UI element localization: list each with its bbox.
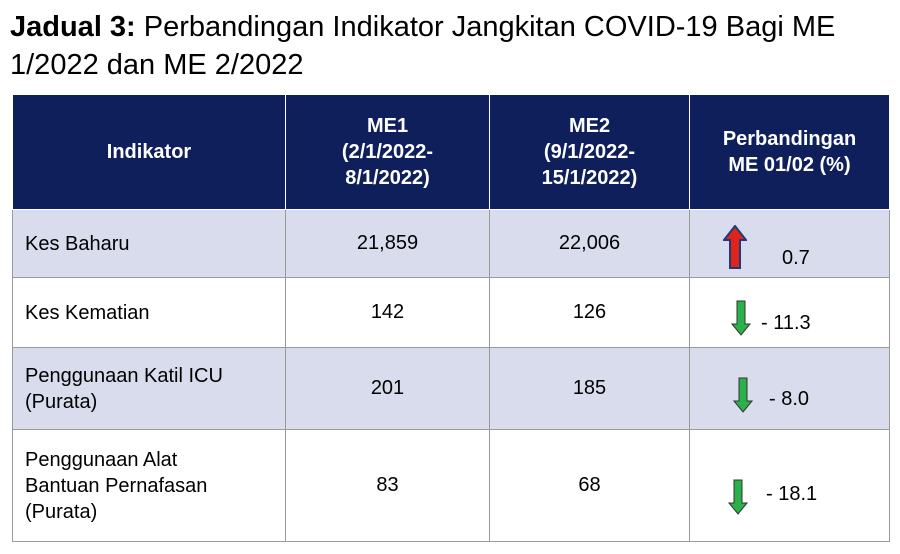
row-label: Kes Kematian [12,277,286,348]
header-me1-line3: 8/1/2022) [345,167,430,189]
header-indicator: Indikator [12,94,286,210]
me1-value: 201 [285,347,490,430]
header-me1-line2: (2/1/2022- [341,141,434,163]
caption-text: Perbandingan Indikator Jangkitan COVID-1… [10,11,836,81]
change-value: - 18.1 [766,483,818,505]
change-value: - 8.0 [769,388,810,410]
comparison-cell: - 11.3 [689,277,890,348]
me2-value: 68 [489,429,690,542]
me1-value: 83 [285,429,490,542]
header-cmp-line1: Perbandingan [722,128,857,150]
me2-value: 185 [489,347,690,430]
caption-prefix: Jadual 3: [10,11,136,43]
me2-value: 22,006 [489,209,690,278]
table-caption: Jadual 3: Perbandingan Indikator Jangkit… [10,8,895,84]
table-row: Kes Kematian 142 126 - 11.3 [12,277,890,348]
header-me2-line3: 15/1/2022) [541,167,638,189]
row-label: Kes Baharu [12,209,286,278]
comparison-table: Indikator ME1 (2/1/2022- 8/1/2022) ME2 (… [12,94,890,542]
me2-value: 126 [489,277,690,348]
comparison-cell: - 18.1 [689,429,890,542]
arrow-down-icon [728,479,748,515]
comparison-cell: 0.7 [689,209,890,278]
header-me2: ME2 (9/1/2022- 15/1/2022) [489,94,690,210]
comparison-cell: - 8.0 [689,347,890,430]
arrow-down-icon [733,377,753,413]
me1-value: 21,859 [285,209,490,278]
header-comparison: Perbandingan ME 01/02 (%) [689,94,890,210]
row-label: Penggunaan Alat Bantuan Pernafasan (Pura… [12,429,286,542]
me1-value: 142 [285,277,490,348]
header-cmp-line2: ME 01/02 (%) [728,154,851,176]
header-me1: ME1 (2/1/2022- 8/1/2022) [285,94,490,210]
arrow-up-icon [723,225,747,269]
table-row: Kes Baharu 21,859 22,006 0.7 [12,209,890,278]
arrow-down-icon [731,300,751,336]
change-value: 0.7 [782,247,810,269]
row-label: Penggunaan Katil ICU (Purata) [12,347,286,430]
header-me1-line1: ME1 [366,115,409,137]
change-value: - 11.3 [761,312,811,334]
header-me2-line1: ME2 [568,115,611,137]
header-me2-line2: (9/1/2022- [543,141,636,163]
header-row: Indikator ME1 (2/1/2022- 8/1/2022) ME2 (… [12,94,890,210]
table-row: Penggunaan Katil ICU (Purata) 201 185 - … [12,347,890,430]
table-row: Penggunaan Alat Bantuan Pernafasan (Pura… [12,429,890,542]
